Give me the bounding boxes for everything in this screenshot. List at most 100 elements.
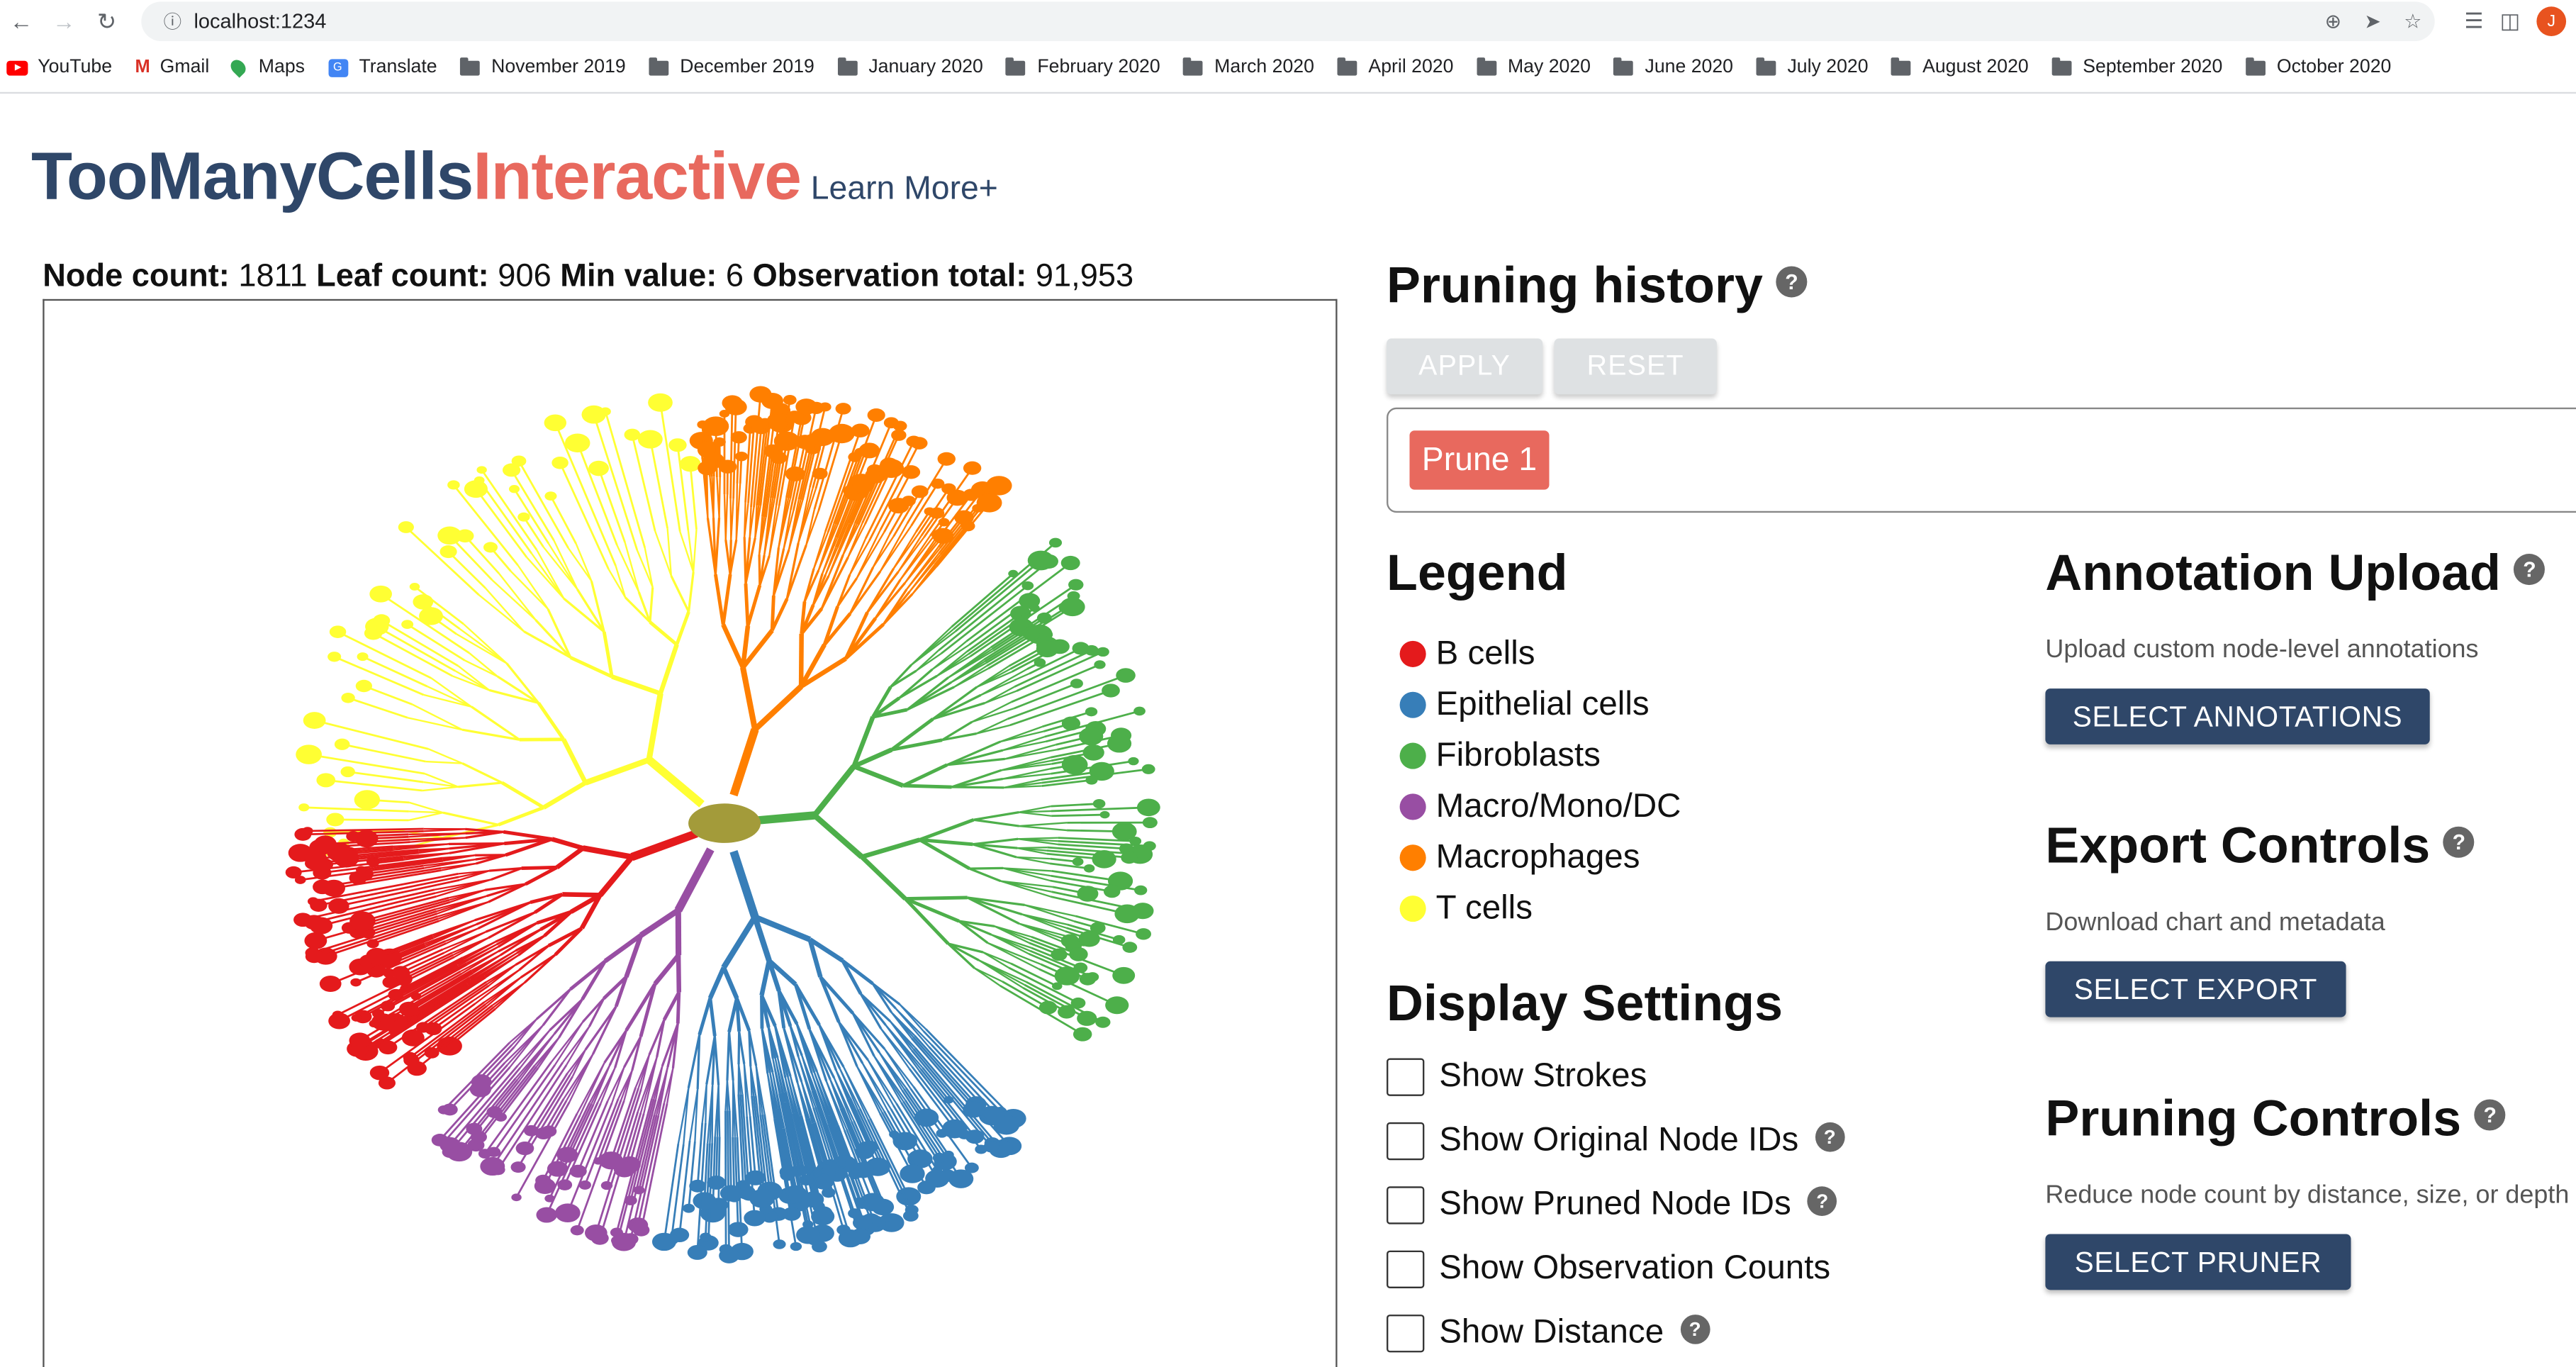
tree-node[interactable] — [516, 1142, 534, 1155]
tree-node[interactable] — [1116, 668, 1136, 683]
tree-node[interactable] — [648, 394, 673, 412]
bookmark-item[interactable]: Maps — [233, 57, 305, 77]
bookmark-item[interactable]: September 2020 — [2051, 57, 2222, 77]
tree-node[interactable] — [286, 866, 302, 878]
back-icon[interactable]: ← — [0, 0, 43, 43]
side-panel-icon[interactable]: ◫ — [2500, 9, 2520, 35]
tree-node[interactable] — [536, 1207, 556, 1222]
tree-node[interactable] — [891, 430, 906, 441]
learn-more-link[interactable]: Learn More+ — [811, 171, 998, 207]
tree-node[interactable] — [735, 452, 748, 462]
tree-node[interactable] — [900, 1164, 924, 1183]
tree-node[interactable] — [1080, 973, 1096, 986]
tree-node[interactable] — [1100, 811, 1110, 818]
legend-item[interactable]: Macro/Mono/DC — [1400, 787, 1681, 827]
tree-node[interactable] — [1134, 886, 1147, 895]
help-icon[interactable]: ? — [1815, 1122, 1844, 1152]
legend-item[interactable]: Fibroblasts — [1400, 736, 1601, 776]
tree-node[interactable] — [544, 491, 556, 501]
tree-node[interactable] — [544, 1195, 554, 1203]
tree-node[interactable] — [693, 1192, 716, 1210]
help-icon[interactable]: ? — [2443, 827, 2475, 858]
tree-node[interactable] — [555, 1203, 581, 1222]
tree-node[interactable] — [289, 844, 313, 862]
tree-node[interactable] — [1077, 1011, 1097, 1026]
tree-node[interactable] — [1133, 707, 1146, 716]
tree-node[interactable] — [304, 932, 327, 949]
tree-node[interactable] — [340, 766, 354, 777]
tree-node[interactable] — [370, 1066, 389, 1081]
tree-node[interactable] — [480, 1157, 505, 1176]
tree-node[interactable] — [1050, 639, 1070, 654]
tree-node[interactable] — [851, 424, 870, 438]
tree-node[interactable] — [744, 1210, 766, 1227]
tree-node[interactable] — [728, 1222, 749, 1237]
tree-node[interactable] — [625, 429, 641, 441]
tree-node[interactable] — [700, 1232, 711, 1241]
tree-node[interactable] — [335, 739, 350, 750]
tree-node[interactable] — [1060, 598, 1085, 616]
tree-node[interactable] — [1068, 579, 1083, 591]
tree-node[interactable] — [1085, 707, 1097, 716]
help-icon[interactable]: ? — [2514, 554, 2545, 586]
checkbox-label[interactable]: Show Strokes — [1439, 1056, 1647, 1096]
tree-node[interactable] — [683, 1204, 695, 1213]
tree-node[interactable] — [474, 476, 485, 484]
bookmark-item[interactable]: November 2019 — [460, 57, 626, 77]
tree-node[interactable] — [373, 614, 390, 627]
tree-node[interactable] — [438, 1105, 450, 1115]
bookmark-item[interactable]: June 2020 — [1613, 57, 1733, 77]
tree-node[interactable] — [1039, 554, 1058, 569]
tree-node[interactable] — [551, 457, 569, 469]
tree-node[interactable] — [1143, 817, 1158, 828]
tree-node[interactable] — [829, 424, 855, 443]
url-text[interactable]: localhost:1234 — [194, 10, 326, 33]
tree-node[interactable] — [1083, 744, 1104, 761]
tree-node[interactable] — [963, 462, 981, 475]
tree-node[interactable] — [1073, 1027, 1092, 1042]
tree-node[interactable] — [986, 476, 1012, 495]
reading-list-icon[interactable]: ☰ — [2465, 9, 2484, 35]
tree-node[interactable] — [326, 813, 344, 826]
tree-node[interactable] — [1114, 905, 1139, 924]
tree-node[interactable] — [902, 465, 920, 479]
tree-node[interactable] — [1084, 864, 1094, 873]
tree-node[interactable] — [773, 1239, 785, 1249]
checkbox-label[interactable]: Show Observation Counts — [1439, 1249, 1830, 1288]
tree-node[interactable] — [911, 437, 927, 450]
tree-node[interactable] — [819, 403, 831, 412]
tree-node[interactable] — [601, 1181, 612, 1190]
tree-node[interactable] — [638, 430, 663, 448]
tree-node[interactable] — [350, 978, 362, 987]
tree-node[interactable] — [1107, 735, 1131, 753]
tree-node[interactable] — [1128, 757, 1138, 765]
tree-node[interactable] — [366, 948, 388, 964]
tree-node[interactable] — [419, 607, 443, 625]
tree-node[interactable] — [1093, 799, 1106, 808]
tree-node[interactable] — [410, 583, 420, 591]
tree-node[interactable] — [836, 1224, 851, 1235]
tree-node[interactable] — [868, 408, 885, 422]
radial-tree-chart[interactable] — [45, 301, 1338, 1367]
tree-node[interactable] — [929, 508, 944, 519]
tree-node[interactable] — [413, 594, 433, 610]
tree-node[interactable] — [447, 480, 459, 489]
help-icon[interactable]: ? — [1680, 1315, 1710, 1344]
bookmark-item[interactable]: July 2020 — [1756, 57, 1868, 77]
help-icon[interactable]: ? — [1808, 1186, 1837, 1216]
tree-node[interactable] — [1061, 556, 1080, 570]
tree-node[interactable] — [975, 1144, 987, 1154]
help-icon[interactable]: ? — [1776, 267, 1808, 298]
tree-node[interactable] — [1097, 647, 1109, 657]
checkbox-label[interactable]: Show Pruned Node IDs — [1439, 1185, 1791, 1224]
tree-node[interactable] — [330, 625, 346, 638]
tree-node[interactable] — [1102, 684, 1120, 697]
checkbox[interactable] — [1387, 1314, 1424, 1351]
tree-node[interactable] — [790, 1242, 802, 1251]
forward-icon[interactable]: → — [43, 0, 85, 43]
legend-item[interactable]: Macrophages — [1400, 838, 1640, 878]
tree-node[interactable] — [369, 1020, 379, 1027]
legend-item[interactable]: T cells — [1400, 889, 1533, 929]
tree-node[interactable] — [476, 466, 486, 474]
checkbox[interactable] — [1387, 1057, 1424, 1095]
